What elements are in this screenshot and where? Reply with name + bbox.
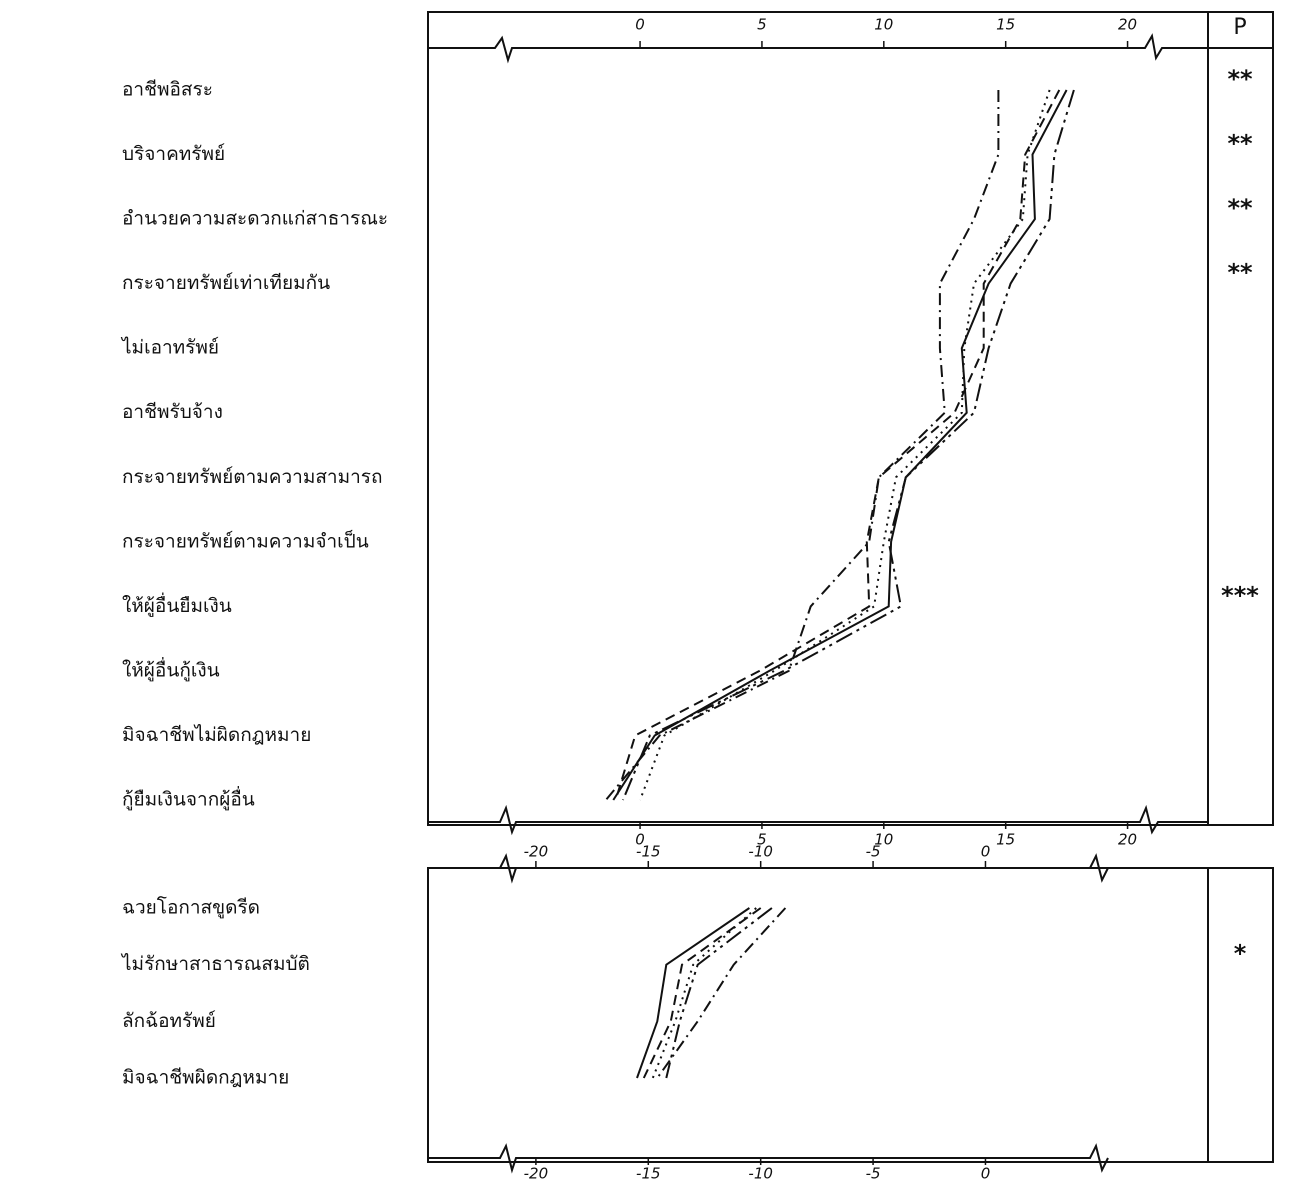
x-tick-label: -5 xyxy=(866,843,881,861)
significance: ** xyxy=(1227,130,1253,158)
series-line xyxy=(642,907,762,1079)
series-line xyxy=(636,907,750,1079)
x-tick-label: 5 xyxy=(757,831,767,849)
x-tick-label: 20 xyxy=(1118,831,1137,849)
x-tick-label: -20 xyxy=(524,1165,549,1183)
bottom-panel-frame xyxy=(427,867,1274,1163)
category-label: กู้ยืมเงินจากผู้อื่น xyxy=(122,786,255,811)
significance: * xyxy=(1234,940,1247,968)
x-tick-label: -15 xyxy=(636,1165,661,1183)
x-tick-label: 0 xyxy=(635,16,645,34)
x-tick-label: -20 xyxy=(524,843,549,861)
significance: ** xyxy=(1227,65,1253,93)
series-line xyxy=(651,907,757,1079)
axis-break xyxy=(428,853,1109,884)
category-label: กระจายทรัพย์เท่าเทียมกัน xyxy=(122,272,330,294)
series-line xyxy=(639,89,1051,801)
significance: *** xyxy=(1221,581,1259,609)
category-label: มิจฉาชีพผิดกฎหมาย xyxy=(122,1067,289,1089)
series-line xyxy=(656,907,787,1079)
axis-break xyxy=(428,1143,1109,1174)
x-tick-label: -10 xyxy=(748,843,773,861)
category-label: ไม่รักษาสาธารณสมบัติ xyxy=(120,953,310,975)
frame xyxy=(427,11,1274,1174)
series-line xyxy=(665,907,773,1079)
category-label: อาชีพรับจ้าง xyxy=(122,401,223,423)
x-tick-label: -15 xyxy=(636,843,661,861)
series-line xyxy=(605,90,1000,801)
category-label: อาชีพอิสระ xyxy=(122,79,213,101)
category-label: อำนวยความสะดวกแก่สาธารณะ xyxy=(122,208,388,230)
x-tick-label: 15 xyxy=(996,831,1015,849)
x-tick-label: -5 xyxy=(866,1165,881,1183)
category-label: กระจายทรัพย์ตามความสามารถ xyxy=(122,466,383,488)
p-header: P xyxy=(1233,15,1246,40)
axis-break xyxy=(428,33,1273,64)
x-tick-label: -10 xyxy=(748,1165,773,1183)
x-tick-label: 0 xyxy=(981,1165,991,1183)
category-label: ให้ผู้อื่นยืมเงิน xyxy=(122,592,232,617)
x-tick-label: 10 xyxy=(874,16,893,34)
category-label: บริจาคทรัพย์ xyxy=(122,143,225,165)
category-label: มิจฉาชีพไม่ผิดกฎหมาย xyxy=(122,724,311,746)
series-line xyxy=(614,89,1061,801)
x-tick-label: 0 xyxy=(981,843,991,861)
x-tick-label: 20 xyxy=(1118,16,1137,34)
series-line xyxy=(622,89,1075,801)
x-tick-label: 0 xyxy=(635,831,645,849)
significance: ** xyxy=(1227,194,1253,222)
x-tick-label: 5 xyxy=(757,16,767,34)
category-label: ไม่เอาทรัพย์ xyxy=(120,337,219,359)
series-line xyxy=(612,89,1068,801)
category-label: กระจายทรัพย์ตามความจำเป็น xyxy=(122,528,369,552)
x-tick-label: 10 xyxy=(874,831,893,849)
category-label: ฉวยโอกาสขูดรีด xyxy=(122,896,260,919)
category-label: ให้ผู้อื่นกู้เงิน xyxy=(122,656,220,681)
significance: ** xyxy=(1227,259,1253,287)
axis-break xyxy=(428,804,1208,836)
top-panel-frame xyxy=(427,11,1274,826)
category-label: ลักฉ้อทรัพย์ xyxy=(122,1010,216,1032)
x-tick-label: 15 xyxy=(996,16,1015,34)
